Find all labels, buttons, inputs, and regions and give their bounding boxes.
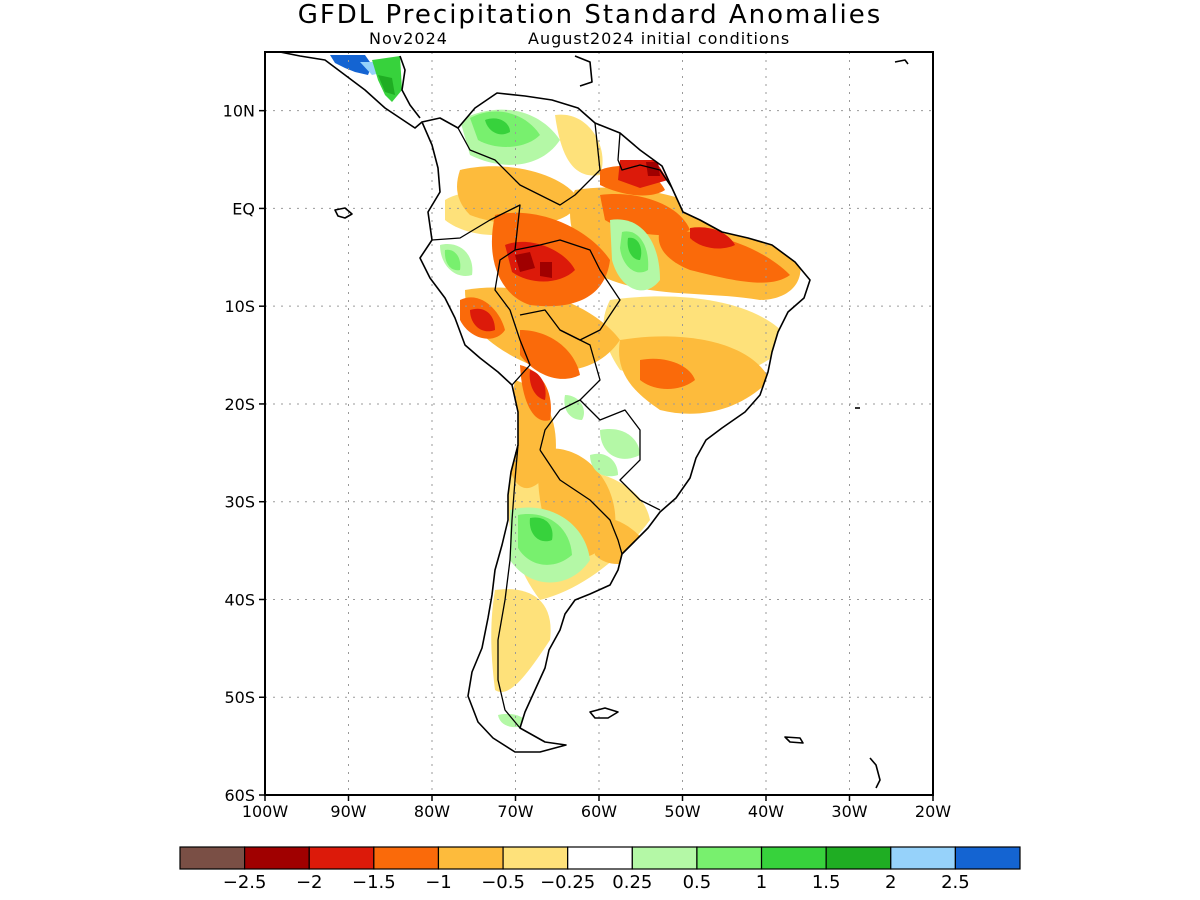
map-title: GFDL Precipitation Standard Anomalies [297,0,883,30]
south-sandwich-islands [869,757,881,789]
anomaly-patch [564,395,585,420]
longitude-tick-label: 60W [581,802,617,821]
anomaly-patch [600,429,640,459]
longitude-tick-label: 90W [330,802,366,821]
longitude-tick-label: 80W [414,802,450,821]
anomaly-patch [590,453,618,477]
latitude-tick-label: 10S [224,297,255,316]
colorbar-label: 2.5 [941,872,970,893]
anomaly-patch [690,227,735,249]
anomaly-patch [520,330,580,379]
anomaly-patch [457,166,580,225]
colorbar-label: −0.5 [481,872,525,893]
longitude-axis: 100W 90W 80W 70W 60W 50W 40W 30W 20W [242,795,951,821]
caribbean-islands [574,55,593,87]
latitude-tick-label: 20S [224,395,255,414]
country-border [617,132,673,189]
galapagos-islands [334,207,353,219]
country-border [497,444,521,729]
colorbar-swatch [890,846,956,870]
colorbar-swatch [696,846,763,870]
anomaly-patch [658,230,790,283]
longitude-tick-label: 30W [831,802,867,821]
central-america-coast [279,52,423,129]
south-georgia-island [784,736,804,744]
colorbar-label: 2 [885,872,896,893]
country-border [457,122,601,206]
anomaly-patch [529,370,546,400]
colorbar: −2.5 −2 −1.5 −1 −0.5 −0.25 0.25 0.5 1 1.5 2 2.5 [179,846,1021,893]
anomaly-patch [619,336,770,414]
anomaly-patch [485,118,510,135]
colorbar-swatch [244,846,310,870]
colorbar-label: −1 [425,872,452,893]
anomaly-patch [444,249,461,271]
colorbar-swatch [567,846,633,870]
colorbar-swatch [373,846,440,870]
longitude-tick-label: 100W [242,802,289,821]
colorbar-label: −0.25 [540,872,595,893]
colorbar-swatch [502,846,569,870]
colorbar-swatch [954,846,1021,870]
country-border [514,239,621,341]
latitude-tick-label: 30S [224,493,255,512]
country-border [579,399,661,511]
latitude-tick-label: 60S [224,786,255,805]
initial-conditions-label: August2024 initial conditions [528,29,791,48]
colorbar-label: −2.5 [223,872,267,893]
longitude-tick-label: 20W [915,802,951,821]
anomaly-patch [378,75,395,95]
colorbar-swatch [631,846,698,870]
country-border [431,204,531,386]
anomaly-patch [640,358,695,389]
coastlines [279,52,909,789]
forecast-month: Nov2024 [369,29,448,48]
colorbar-label: 0.5 [683,872,712,893]
colorbar-swatch [760,846,827,870]
latitude-axis: 10N EQ 10S 20S 30S 40S 50S 60S [223,102,265,805]
colorbar-label: 1.5 [812,872,841,893]
longitude-tick-label: 50W [664,802,700,821]
anomaly-patch [646,162,660,176]
map-frame-background [265,52,933,795]
anomaly-patch [470,308,495,332]
longitude-tick-label: 40W [748,802,784,821]
colorbar-label: −1.5 [352,872,396,893]
latitude-tick-label: 50S [224,688,255,707]
central-america-coast [399,55,421,119]
anomaly-patch [465,287,620,371]
colorbar-label: 1 [756,872,767,893]
longitude-tick-label: 70W [497,802,533,821]
country-border [539,449,623,555]
anomaly-patch [627,237,642,260]
colorbar-swatch [825,846,892,870]
atlantic-island [894,59,909,65]
anomaly-patch [555,114,603,176]
latitude-tick-label: 10N [223,102,255,121]
colorbar-swatch [437,846,504,870]
falkland-islands [589,707,619,719]
colorbar-swatch [179,846,246,870]
colorbar-swatch [308,846,375,870]
anomaly-patch [491,589,551,692]
anomaly-patch [330,55,372,75]
anomaly-patch [540,262,552,278]
anomaly-shading [330,55,801,728]
colorbar-label: 0.25 [612,872,652,893]
anomaly-patch [529,517,553,542]
colorbar-label: −2 [296,872,323,893]
anomaly-patch [515,252,535,272]
latitude-tick-label: 40S [224,590,255,609]
anomaly-patch [505,241,575,282]
latitude-tick-label: EQ [232,199,255,218]
